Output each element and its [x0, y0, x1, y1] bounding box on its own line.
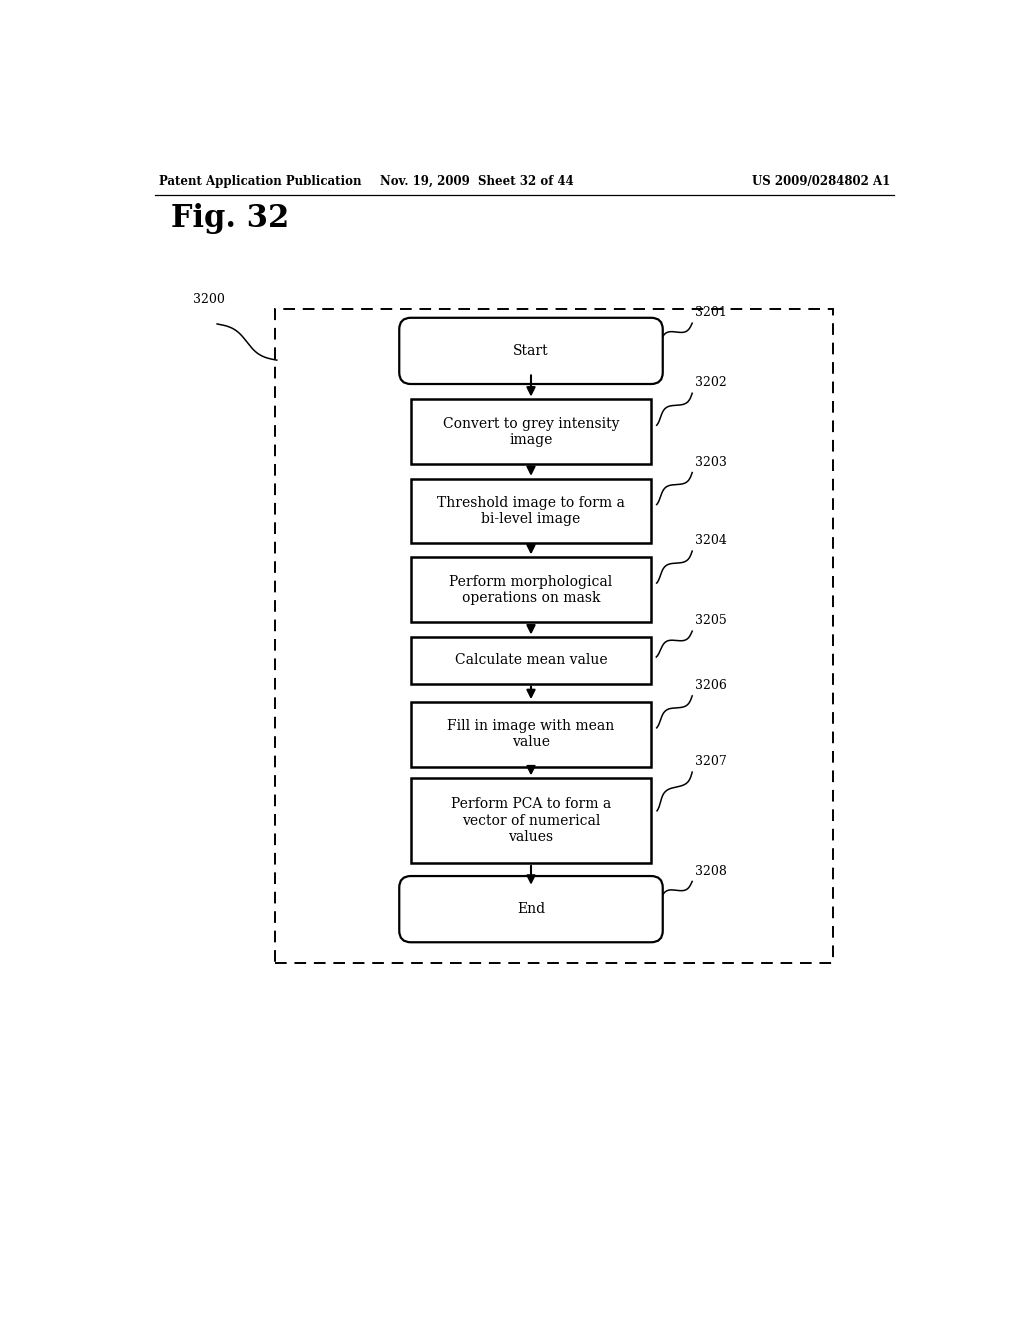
Text: 3207: 3207 — [695, 755, 727, 768]
Bar — [411, 479, 651, 544]
Text: Calculate mean value: Calculate mean value — [455, 653, 607, 668]
FancyBboxPatch shape — [399, 876, 663, 942]
Bar — [411, 557, 651, 622]
Text: 3206: 3206 — [695, 678, 727, 692]
Bar — [411, 702, 651, 767]
Text: Fig. 32: Fig. 32 — [171, 203, 289, 234]
Bar — [275, 309, 834, 964]
Text: Fill in image with mean
value: Fill in image with mean value — [447, 719, 614, 750]
Text: Nov. 19, 2009  Sheet 32 of 44: Nov. 19, 2009 Sheet 32 of 44 — [380, 176, 573, 187]
Text: 3205: 3205 — [695, 614, 727, 627]
Text: End: End — [517, 902, 545, 916]
Text: 3208: 3208 — [695, 865, 727, 878]
Text: Patent Application Publication: Patent Application Publication — [159, 176, 361, 187]
Text: Threshold image to form a
bi-level image: Threshold image to form a bi-level image — [437, 496, 625, 527]
FancyBboxPatch shape — [399, 318, 663, 384]
Text: 3200: 3200 — [194, 293, 225, 306]
Text: Perform morphological
operations on mask: Perform morphological operations on mask — [450, 574, 612, 605]
Text: 3204: 3204 — [695, 535, 727, 548]
Bar — [411, 400, 651, 465]
Text: 3202: 3202 — [695, 376, 727, 389]
Text: Perform PCA to form a
vector of numerical
values: Perform PCA to form a vector of numerica… — [451, 797, 611, 843]
Text: Convert to grey intensity
image: Convert to grey intensity image — [442, 417, 620, 447]
Bar — [411, 638, 651, 684]
Text: Start: Start — [513, 345, 549, 358]
Text: 3201: 3201 — [695, 306, 727, 319]
Text: 3203: 3203 — [695, 455, 727, 469]
Text: US 2009/0284802 A1: US 2009/0284802 A1 — [753, 176, 891, 187]
Bar — [411, 779, 651, 863]
